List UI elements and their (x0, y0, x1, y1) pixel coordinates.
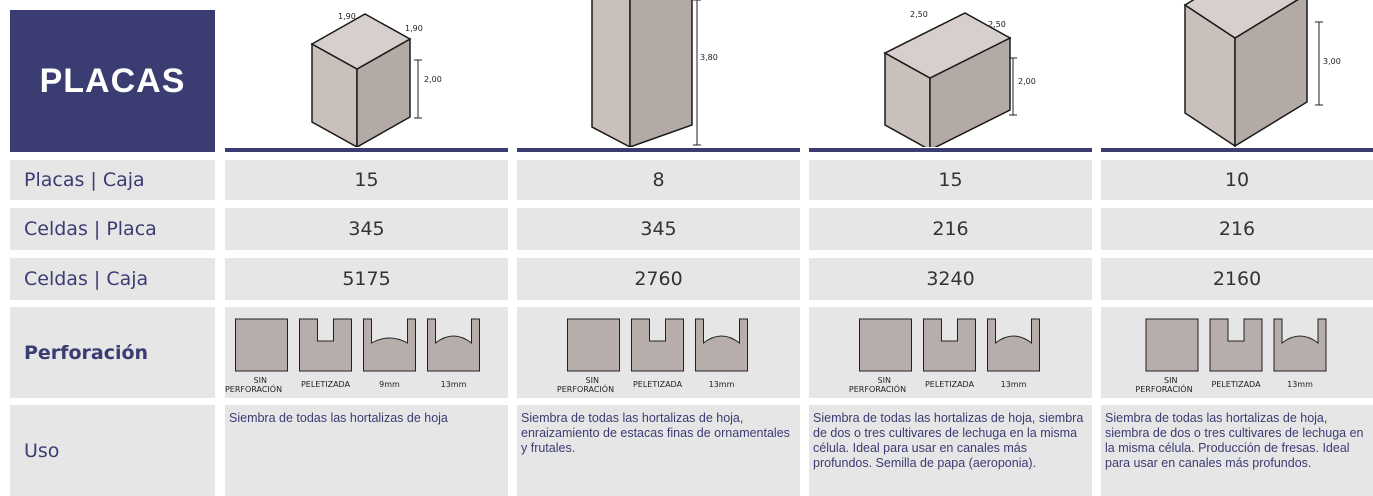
cell-value: 3240 (809, 258, 1092, 300)
box-right-face (629, 0, 693, 147)
box-drawing: 1,90 1,90 2,00 (310, 12, 442, 147)
perforation-label: SIN PERFORACIÓN (557, 376, 614, 394)
cell-value: 2160 (1101, 258, 1373, 300)
usage-text: Siembra de todas las hortalizas de hoja,… (517, 405, 800, 496)
row-label: Perforación (10, 307, 215, 398)
perforation-icon (859, 318, 912, 372)
perforation-label: 13mm (1001, 380, 1027, 389)
perforation-icon (1273, 318, 1327, 372)
perforation-icon (363, 318, 416, 372)
perforation-label: PELETIZADA (1211, 380, 1261, 389)
cell-value: 15 (809, 160, 1092, 200)
row-label: Celdas | Placa (10, 208, 215, 250)
header-rule (1101, 148, 1373, 152)
perforation-label: PELETIZADA (301, 380, 351, 389)
perforation-cell: SIN PERFORACIÓN PELETIZADA 13mm (1101, 307, 1373, 398)
perforation-label: 13mm (441, 380, 467, 389)
perforation-icon (987, 318, 1040, 372)
row-label: Celdas | Caja (10, 258, 215, 300)
perforation-cell: SIN PERFORACIÓN PELETIZADA 9mm 13mm (225, 307, 508, 398)
perforation-icon (695, 318, 748, 372)
perforation-label: 13mm (1287, 380, 1313, 389)
perforation-icon (567, 318, 620, 372)
perforation-icon (1209, 318, 1263, 372)
header-rule (517, 148, 800, 152)
perforation-label: PELETIZADA (633, 380, 683, 389)
perforation-label: 13mm (709, 380, 735, 389)
dimension-label: 2,00 (424, 75, 442, 84)
usage-text: Siembra de todas las hortalizas de hoja (225, 405, 508, 496)
dimension-label: 1,90 (405, 24, 423, 33)
perforation-cell: SIN PERFORACIÓN PELETIZADA 13mm (517, 307, 800, 398)
dimension-label: 3,80 (700, 53, 718, 62)
header-rule (225, 148, 508, 152)
perforation-icon (631, 318, 684, 372)
perforation-icons: SIN PERFORACIÓN PELETIZADA 13mm (557, 318, 748, 394)
perforation-label: SIN PERFORACIÓN (849, 376, 906, 394)
cell-value: 2760 (517, 258, 800, 300)
cell-value: 15 (225, 160, 508, 200)
dimension-label: 2,50 (910, 10, 928, 19)
perforation-label: SIN PERFORACIÓN (1135, 376, 1192, 394)
cell-value: 216 (809, 208, 1092, 250)
box-left-face (591, 0, 631, 147)
perforation-icon (235, 318, 288, 372)
perforation-icon (923, 318, 976, 372)
dimension-label: 2,00 (1018, 77, 1036, 86)
perforation-icons: SIN PERFORACIÓN PELETIZADA 9mm 13mm (225, 318, 480, 394)
perforation-icons: SIN PERFORACIÓN PELETIZADA 13mm (849, 318, 1040, 394)
cell-value: 5175 (225, 258, 508, 300)
perforation-label: SIN PERFORACIÓN (225, 376, 282, 394)
perforation-icons: SIN PERFORACIÓN PELETIZADA 13mm (1135, 318, 1327, 394)
title: PLACAS (10, 10, 215, 152)
dimension-label: 1,90 (338, 12, 356, 21)
perforation-cell: SIN PERFORACIÓN PELETIZADA 13mm (809, 307, 1092, 398)
cell-value: 345 (225, 208, 508, 250)
usage-text: Siembra de todas las hortalizas de hoja,… (809, 405, 1092, 496)
perforation-icon (1145, 318, 1199, 372)
cell-value: 8 (517, 160, 800, 200)
dimension-label: 2,50 (988, 20, 1006, 29)
perforation-icon (427, 318, 480, 372)
perforation-label: PELETIZADA (925, 380, 975, 389)
header-rule (809, 148, 1092, 152)
cell-value: 10 (1101, 160, 1373, 200)
box-top-face (883, 12, 1012, 79)
box-top-face (1183, 0, 1299, 39)
box-drawing: 2,50 2,50 2,00 (883, 10, 1036, 147)
row-label: Placas | Caja (10, 160, 215, 200)
usage-text: Siembra de todas las hortalizas de hoja,… (1101, 405, 1373, 496)
dimension-label: 3,00 (1323, 57, 1341, 66)
perforation-label: 9mm (379, 380, 400, 389)
box-top-face (310, 13, 412, 70)
cell-value: 216 (1101, 208, 1373, 250)
perforation-icon (299, 318, 352, 372)
box-drawing: 3,00 (1183, 0, 1341, 147)
row-label: Uso (10, 405, 215, 496)
cell-value: 345 (517, 208, 800, 250)
box-drawing: 3,80 (591, 0, 718, 147)
